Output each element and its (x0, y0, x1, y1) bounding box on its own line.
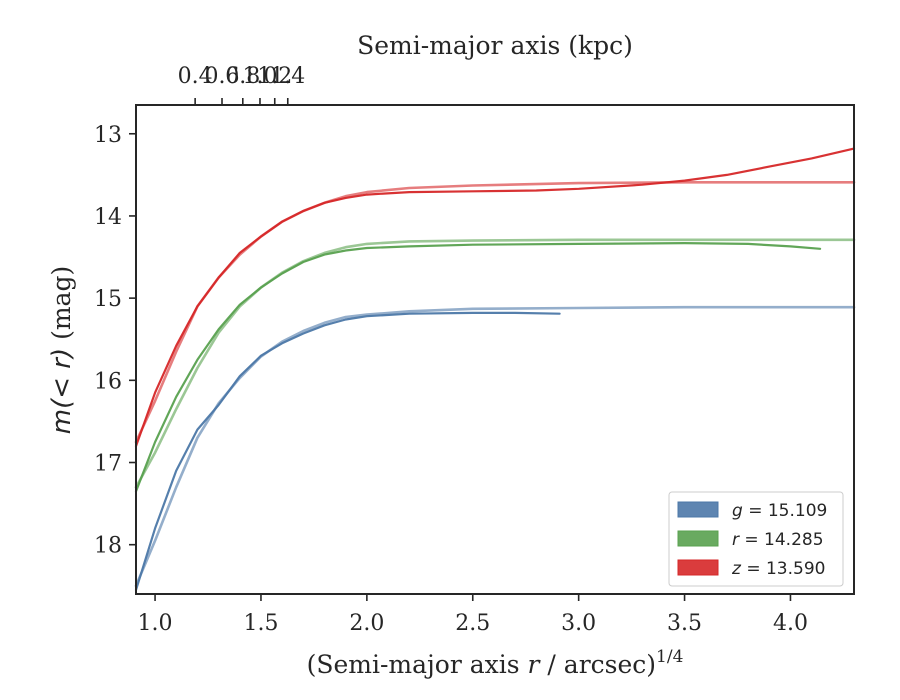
x-axis-title: (Semi-major axis r / arcsec)1/4 (307, 647, 684, 679)
x-axis-title-var: r (528, 650, 542, 679)
legend-swatch-r (677, 530, 719, 547)
plot-frame (135, 104, 855, 595)
top-tick-label: 0.4 (178, 64, 213, 89)
legend-value-r: = 14.285 (739, 530, 824, 550)
bottom-axis-ticks: 1.0 1.5 2.0 2.5 3.0 3.5 4.0 (138, 594, 808, 636)
y-tick-label: 15 (94, 287, 122, 312)
x-tick-label: 4.0 (773, 611, 808, 636)
legend-value-z: = 13.590 (741, 559, 826, 579)
x-tick-label: 2.0 (349, 611, 384, 636)
legend-label-g: g = 15.109 (732, 501, 827, 521)
series-g-data-line (134, 311, 561, 591)
series-g-model-line (134, 305, 856, 588)
series-z-data-line (134, 147, 856, 448)
y-axis-title-paren: (< r) (47, 348, 77, 409)
series-r-model-line (134, 238, 856, 489)
legend-label-z: z = 13.590 (731, 559, 825, 579)
series-r-data-line (134, 242, 822, 493)
series-layer (134, 147, 856, 591)
y-tick-label: 13 (94, 123, 122, 148)
legend-var-z: z (731, 559, 742, 579)
legend-value-g: = 15.109 (743, 501, 828, 521)
left-axis-ticks: 13 14 15 16 17 18 (94, 123, 136, 559)
x-axis-title-main: (Semi-major axis (307, 650, 528, 679)
y-tick-label: 14 (94, 205, 122, 230)
top-tick-label: 0.6 (205, 64, 240, 89)
x-tick-label: 3.0 (561, 611, 596, 636)
top-tick-label: 1.4 (270, 64, 305, 89)
y-axis-title: m(< r) (mag) (47, 266, 77, 434)
x-tick-label: 1.0 (138, 611, 173, 636)
y-tick-label: 16 (94, 369, 122, 394)
y-tick-label: 17 (94, 452, 122, 477)
legend-label-r: r = 14.285 (732, 530, 824, 550)
x-tick-label: 3.5 (667, 611, 702, 636)
x-tick-label: 2.5 (455, 611, 490, 636)
top-axis-title: Semi-major axis (kpc) (357, 31, 633, 60)
top-tick-label: 0.8 (225, 64, 260, 89)
y-tick-label: 18 (94, 534, 122, 559)
x-tick-label: 1.5 (243, 611, 278, 636)
y-axis-title-main: m (47, 409, 77, 434)
legend-var-g: g (732, 501, 743, 521)
x-axis-title-exp: 1/4 (656, 647, 683, 667)
x-axis-title-unit: / arcsec) (539, 650, 656, 679)
top-tick-label: 1.0 (242, 64, 277, 89)
legend-swatch-g (677, 501, 719, 518)
y-axis-title-unit: (mag) (47, 266, 76, 348)
legend-swatch-z (677, 559, 719, 576)
top-tick-label: 1.2 (257, 64, 292, 89)
top-axis-ticks: 0.40.60.81.01.21.4 (178, 64, 305, 105)
legend-var-r: r (732, 530, 740, 550)
